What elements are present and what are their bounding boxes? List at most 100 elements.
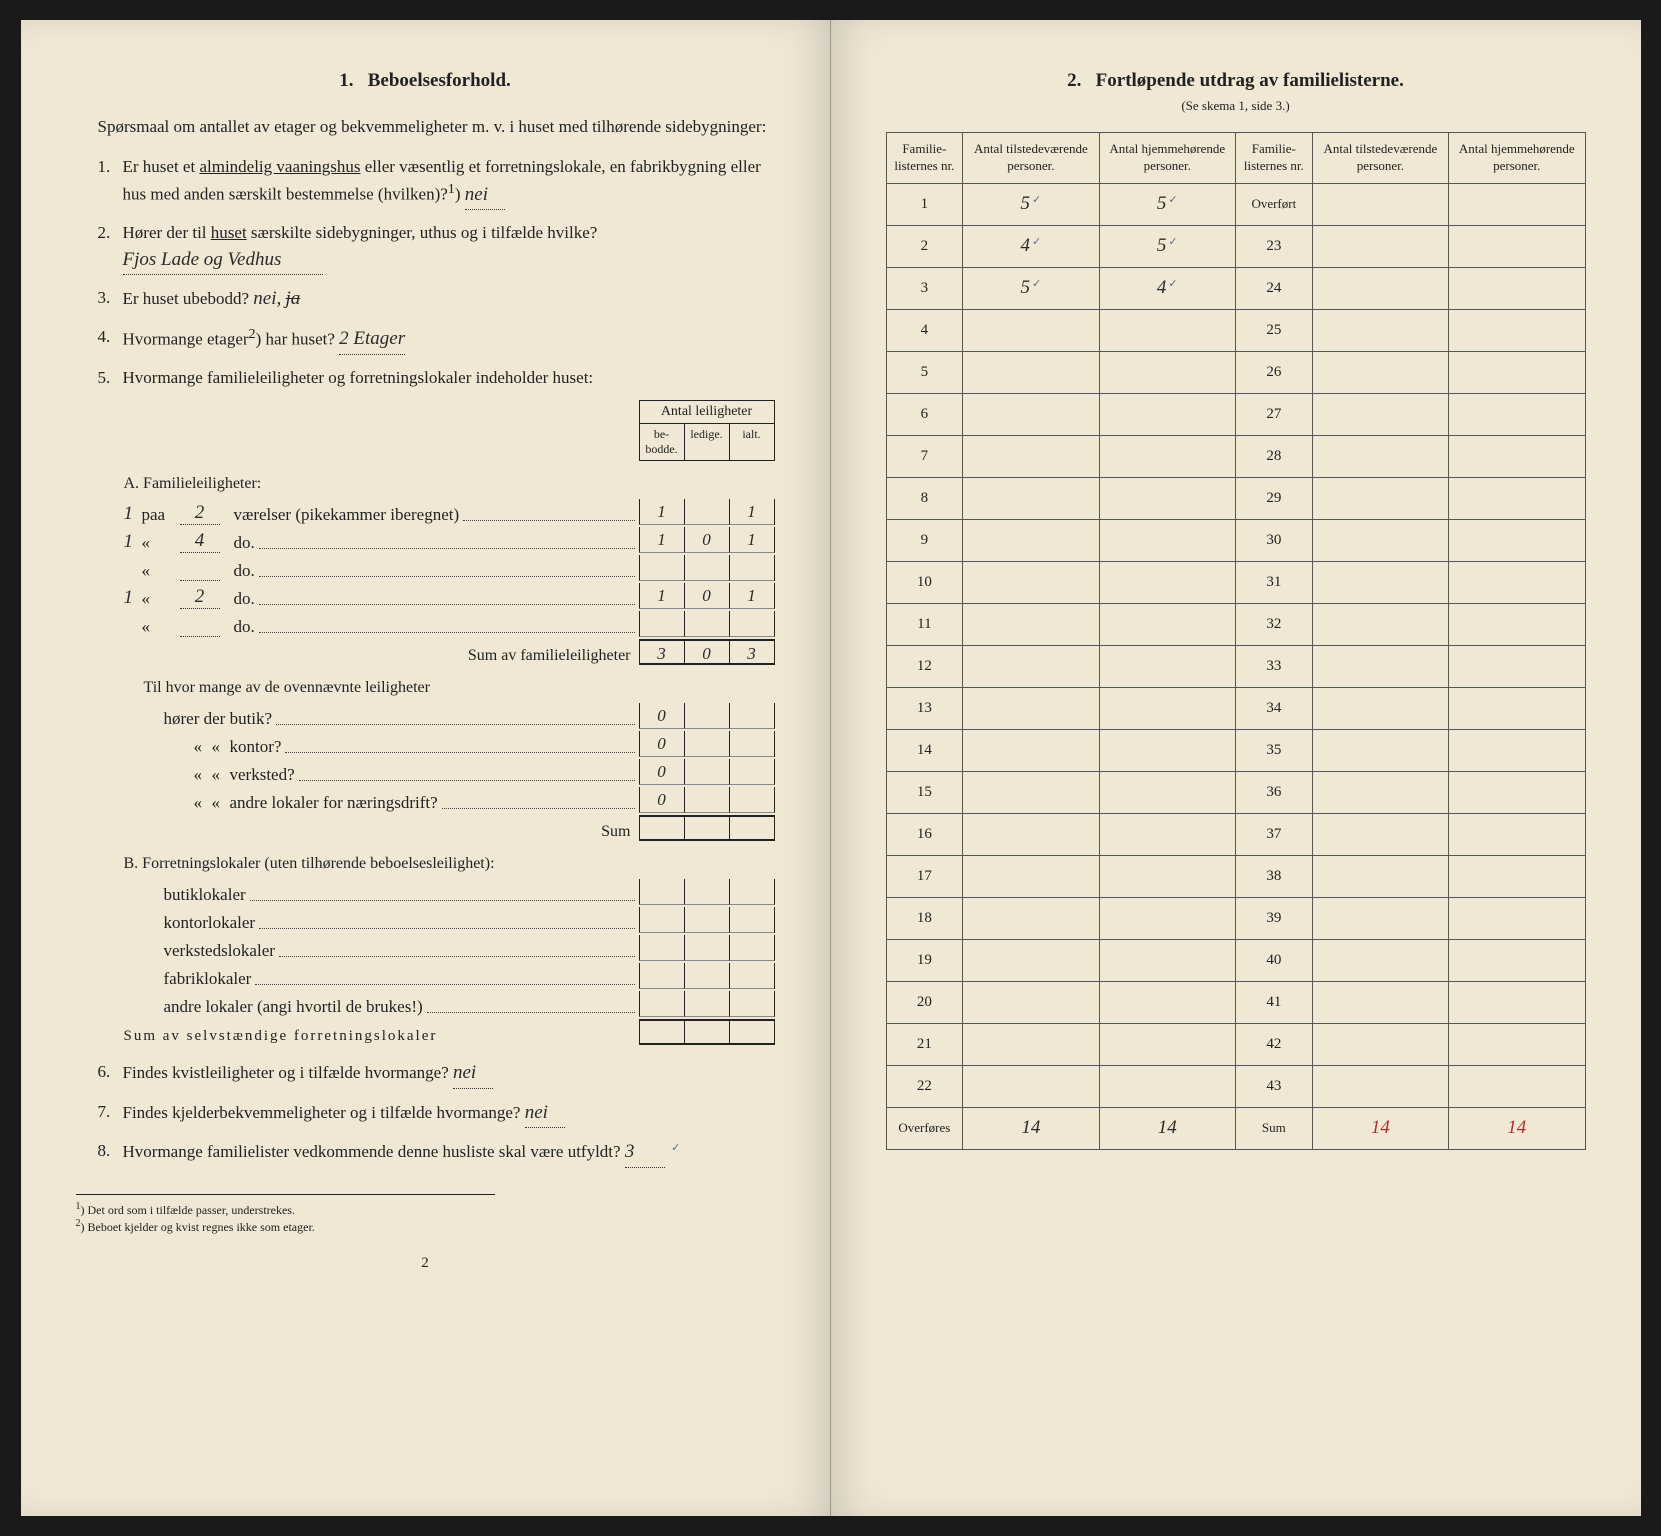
left-section-number: 1. [339,70,353,91]
section-b-sum-row: Sum av selvstændige forretningslokaler [124,1019,775,1045]
q1-closing: ) [455,185,461,204]
left-page-number: 2 [76,1255,775,1272]
table-row: 1132 [886,603,1585,645]
census-table-body: 15✓5✓Overført24✓5✓2335✓4✓244255266277288… [886,183,1585,1149]
table-row: 1738 [886,855,1585,897]
section-a-sum-c2: 0 [684,639,729,665]
section-a-row: 1«4do.101 [124,527,775,553]
q2-answer: Fjos Lade og Vedhus [123,246,323,276]
q7: 7. Findes kjelderbekvemmeligheter og i t… [98,1099,775,1129]
th-hjemme-2: Antal hjemmehørende personer. [1449,133,1585,184]
section-a-sum-c3: 3 [729,639,775,665]
q2: 2. Hører der til huset særskilte sidebyg… [98,220,775,275]
q1: 1. Er huset et almindelig vaaningshus el… [98,154,775,211]
q1-underlined: almindelig vaaningshus [199,157,360,176]
q5: 5. Hvormange familieleiligheter og forre… [98,365,775,391]
section-b-row: kontorlokaler [124,907,775,933]
antal-header: Antal leiligheter [639,400,775,423]
table-row: 1334 [886,687,1585,729]
q7-answer: nei [525,1099,565,1129]
section-a-subrow: ««verksted?0 [124,759,775,785]
section-a-subrow: hører der butik?0 [124,703,775,729]
section-b-label: B. Forretningslokaler (uten tilhørende b… [124,855,775,873]
table-row: 1435 [886,729,1585,771]
q8-num: 8. [98,1138,111,1164]
section-b-rows: butiklokalerkontorlokalerverkstedslokale… [124,879,775,1017]
section-a-sum-c1: 3 [639,639,684,665]
q3-num: 3. [98,285,111,311]
q2-text-a: Hører der til [123,223,211,242]
table-row: 1536 [886,771,1585,813]
table-row: 2142 [886,1023,1585,1065]
th-tilstede-2: Antal tilstedeværende personer. [1312,133,1448,184]
section-b-row: verkstedslokaler [124,935,775,961]
section-b-sum-label: Sum av selvstændige forretningslokaler [124,1028,639,1045]
footnote-1: 1) Det ord som i tilfælde passer, unders… [76,1201,495,1218]
footnotes: 1) Det ord som i tilfælde passer, unders… [76,1194,495,1235]
section-a-row: 1paa2værelser (pikekammer iberegnet)11 [124,499,775,525]
right-section-number: 2. [1067,70,1081,91]
table-row: 425 [886,309,1585,351]
right-page: 2. Fortløpende utdrag av familielisterne… [831,20,1641,1516]
section-a-subsum-cells [639,815,775,841]
table-row: 728 [886,435,1585,477]
table-row: 1940 [886,939,1585,981]
q3-struck: ja [286,288,301,309]
q1-answer: nei [465,181,505,211]
section-a-subrow: ««kontor?0 [124,731,775,757]
right-section-title: 2. Fortløpende utdrag av familielisterne… [886,70,1586,92]
section-b-row: fabriklokaler [124,963,775,989]
q6-text: Findes kvistleiligheter og i tilfælde hv… [123,1063,449,1082]
q3: 3. Er huset ubebodd? nei, ja [98,285,775,314]
th-hjemme-1: Antal hjemmehørende personer. [1099,133,1235,184]
q2-num: 2. [98,220,111,246]
q4: 4. Hvormange etager2) har huset? 2 Etage… [98,324,775,355]
q4-sup: 2 [249,326,256,342]
table-row: 526 [886,351,1585,393]
q3-text: Er huset ubebodd? [123,289,250,308]
q4-answer: 2 Etager [339,325,405,355]
left-section-title: 1. Beboelsesforhold. [76,70,775,92]
table-footer-row: Overføres1414Sum1414 [886,1107,1585,1149]
th-tilstede-1: Antal tilstedeværende personer. [963,133,1099,184]
q6-num: 6. [98,1059,111,1085]
q7-text: Findes kjelderbekvemmeligheter og i tilf… [123,1103,521,1122]
section-b-sum-cells [639,1019,775,1045]
section-b-row: andre lokaler (angi hvortil de brukes!) [124,991,775,1017]
table-row: 2243 [886,1065,1585,1107]
table-row: 627 [886,393,1585,435]
q8: 8. Hvormange familielister vedkommende d… [98,1138,775,1168]
right-subtitle: (Se skema 1, side 3.) [886,98,1586,114]
q6: 6. Findes kvistleiligheter og i tilfælde… [98,1059,775,1089]
section-a-row: 1«2do.101 [124,583,775,609]
table-row: 24✓5✓23 [886,225,1585,267]
question-list-2: 6. Findes kvistleiligheter og i tilfælde… [76,1059,775,1168]
th-nr-1: Familie-listernes nr. [886,133,963,184]
inner-table: Antal leiligheter be-bodde. ledige. ialt… [124,400,775,1045]
th-nr-2: Familie-listernes nr. [1235,133,1312,184]
section-b-row: butiklokaler [124,879,775,905]
antal-sub-c3: ialt. [730,424,774,460]
q6-answer: nei [453,1059,493,1089]
table-row: 1839 [886,897,1585,939]
q1-sup: 1 [448,181,455,197]
table-row: 829 [886,477,1585,519]
table-row: 930 [886,519,1585,561]
section-a-sum-label: Sum av familieleiligheter [124,647,639,665]
table-row: 35✓4✓24 [886,267,1585,309]
footnote-2: 2) Beboet kjelder og kvist regnes ikke s… [76,1218,495,1235]
section-a-rows: 1paa2værelser (pikekammer iberegnet)111«… [124,499,775,637]
q2-text-b: særskilte sidebygninger, uthus og i tilf… [247,223,598,242]
section-a-sum-cells: 3 0 3 [639,639,775,665]
q3-answer: nei, [253,288,281,309]
til-label: Til hvor mange av de ovennævnte leilighe… [144,679,775,697]
book-spread: 1. Beboelsesforhold. Spørsmaal om antall… [21,20,1641,1516]
section-a-subsum-row: Sum [124,815,775,841]
table-row: 2041 [886,981,1585,1023]
table-row: 1637 [886,813,1585,855]
section-a-subrow: ««andre lokaler for næringsdrift?0 [124,787,775,813]
section-a-sum-row: Sum av familieleiligheter 3 0 3 [124,639,775,665]
table-row: 1031 [886,561,1585,603]
q1-text-a: Er huset et [123,157,200,176]
question-list: 1. Er huset et almindelig vaaningshus el… [76,154,775,391]
